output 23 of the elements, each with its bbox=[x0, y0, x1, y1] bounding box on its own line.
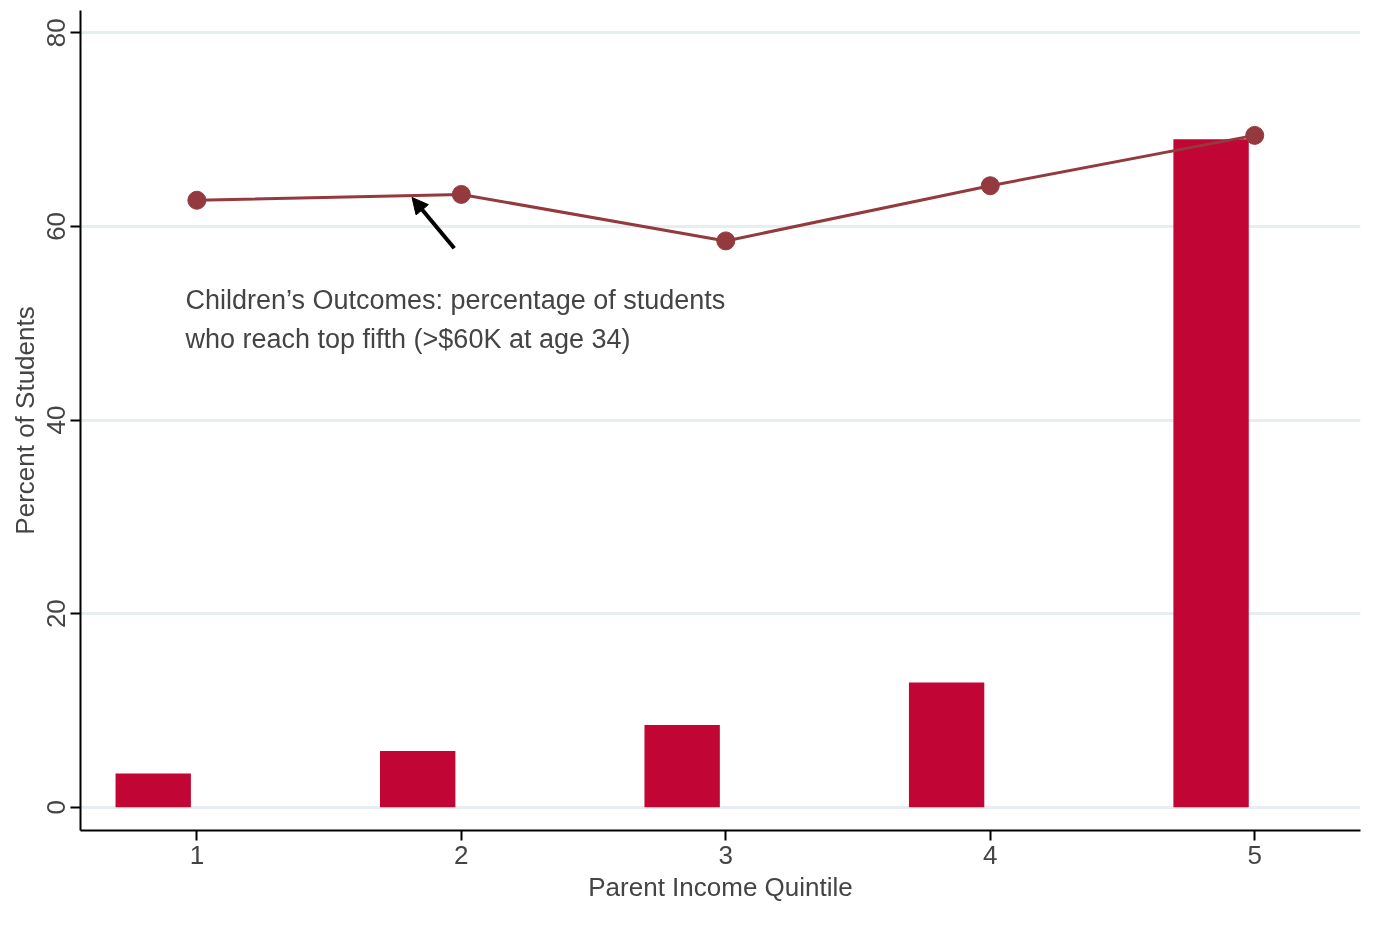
x-tick-label: 5 bbox=[1247, 839, 1262, 870]
point bbox=[451, 184, 471, 204]
y-tick-label: 40 bbox=[41, 405, 72, 435]
y-tick-label: 80 bbox=[41, 18, 72, 48]
x-tick-label: 3 bbox=[718, 839, 734, 870]
point bbox=[980, 176, 1000, 196]
annotation: Children’s Outcomes: percentage of students who reach top fifth (>$60K at age 34) bbox=[184, 285, 726, 355]
x-axis-title: Parent Income Quintile bbox=[588, 871, 853, 902]
bar bbox=[380, 751, 456, 808]
y-tick-label: 20 bbox=[41, 599, 72, 629]
point bbox=[187, 190, 207, 210]
bar bbox=[644, 724, 720, 808]
x-tick-label: 1 bbox=[189, 839, 205, 870]
bar bbox=[1173, 139, 1249, 808]
y-tick-label: 0 bbox=[41, 800, 72, 815]
y-tick-label: 60 bbox=[41, 211, 72, 241]
x-tick-label: 4 bbox=[983, 839, 998, 870]
point bbox=[716, 231, 736, 251]
x-tick-label: 2 bbox=[454, 839, 469, 870]
bar bbox=[908, 682, 985, 808]
y-axis-title: Percent of Students bbox=[9, 306, 40, 535]
point bbox=[1245, 125, 1265, 145]
bar bbox=[115, 773, 191, 808]
